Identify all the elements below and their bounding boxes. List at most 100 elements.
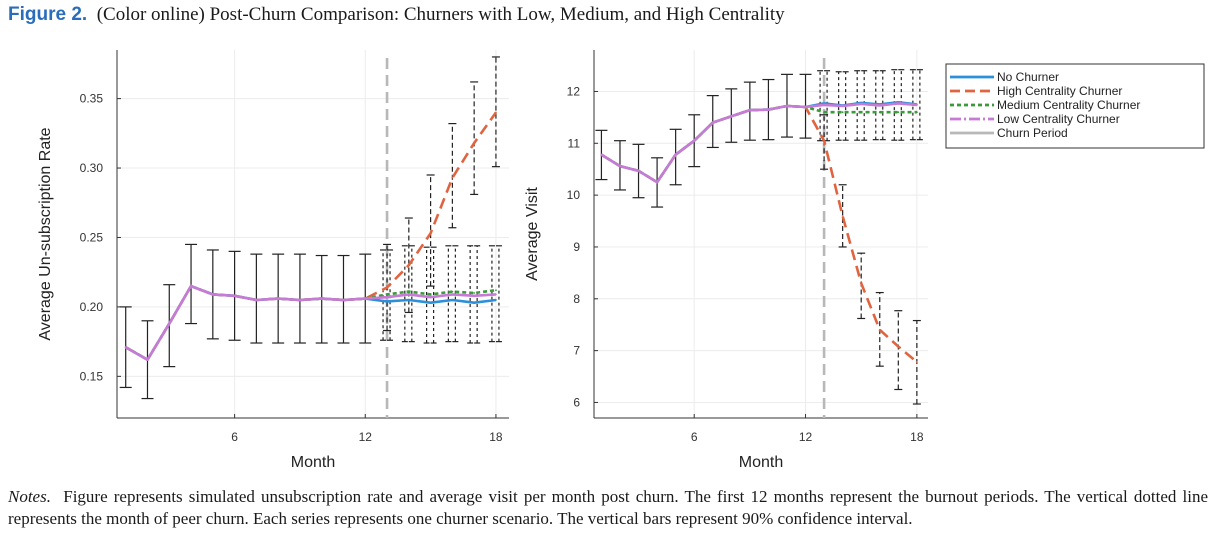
rate-data-point-low-centrality-churner (168, 322, 171, 325)
rate-data-point-no-churner (386, 300, 388, 303)
visit-data-point-low-centrality-churner (767, 108, 770, 111)
rate-y-tick-label: 0.20 (80, 300, 104, 314)
figure-charts: 6 12 18 0.15 0.20 0.25 0.30 0.35 Month Average Un… (37, 50, 1205, 471)
visit-series-line-high-centrality-churner (600, 104, 918, 363)
rate-data-point-low-centrality-churner (407, 293, 410, 296)
visit-data-point-medium-centrality-churner (860, 111, 863, 114)
visit-y-tick-label: 6 (573, 395, 580, 409)
visit-data-point-low-centrality-churner (878, 104, 881, 107)
figure-notes: Notes. Figure represents simulated unsub… (8, 486, 1208, 530)
rate-data-point-low-centrality-churner (364, 297, 367, 300)
visit-data-point-low-centrality-churner (804, 106, 807, 108)
rate-data-point-low-centrality-churner (190, 285, 192, 287)
rate-x-tick-label: 18 (489, 430, 503, 444)
visit-y-tick-label: 9 (573, 240, 580, 254)
figure-caption: (Color online) Post-Churn Comparison: Ch… (96, 4, 785, 25)
rate-data-point-high-centrality-churner (495, 111, 497, 114)
visit-series-line-medium-centrality-churner (600, 104, 917, 184)
visit-y-axis-title: Average Visit (524, 187, 541, 281)
visit-x-tick-label: 12 (799, 430, 813, 444)
rate-y-tick-label: 0.35 (80, 92, 104, 106)
rate-data-point-high-centrality-churner (386, 286, 388, 289)
rate-data-point-low-centrality-churner (451, 293, 454, 296)
visit-data-point-high-centrality-churner (841, 214, 844, 217)
legend-label: High Centrality Churner (997, 84, 1122, 98)
visit-data-point-low-centrality-churner (711, 121, 714, 124)
visit-data-point-low-centrality-churner (860, 103, 863, 105)
rate-data-point-no-churner (451, 299, 454, 301)
rate-data-point-high-centrality-churner (429, 232, 432, 235)
rate-data-point-low-centrality-churner (146, 358, 149, 361)
visit-data-point-low-centrality-churner (693, 139, 696, 142)
visit-y-tick-label: 10 (567, 188, 581, 202)
visit-data-point-low-centrality-churner (674, 153, 677, 156)
legend-label: Churn Period (997, 126, 1068, 140)
visit-data-point-low-centrality-churner (656, 181, 658, 184)
rate-data-point-medium-centrality-churner (495, 289, 497, 292)
visit-x-tick-label: 18 (910, 430, 924, 444)
figure-title: Figure 2. (Color online) Post-Churn Comp… (8, 4, 785, 26)
visit-data-point-low-centrality-churner (823, 104, 825, 106)
visit-data-point-low-centrality-churner (915, 104, 918, 106)
visit-y-tick-label: 12 (567, 84, 581, 98)
rate-data-point-no-churner (429, 301, 432, 304)
rate-x-tick-label: 12 (359, 430, 373, 444)
visit-data-point-medium-centrality-churner (897, 111, 900, 114)
rate-data-point-low-centrality-churner (386, 296, 388, 299)
legend-label: Medium Centrality Churner (997, 98, 1140, 112)
legend-label: Low Centrality Churner (997, 112, 1120, 126)
rate-data-point-high-centrality-churner (407, 264, 410, 267)
rate-data-point-no-churner (473, 301, 476, 304)
rate-data-point-low-centrality-churner (495, 293, 497, 296)
visit-x-axis-title: Month (739, 454, 783, 471)
visit-data-point-low-centrality-churner (637, 169, 640, 172)
visit-data-point-high-centrality-churner (860, 282, 863, 285)
rate-y-tick-label: 0.15 (80, 369, 104, 383)
rate-data-point-low-centrality-churner (342, 299, 345, 301)
rate-y-tick-label: 0.25 (80, 230, 104, 244)
rate-data-point-no-churner (407, 299, 410, 301)
rate-data-point-low-centrality-churner (124, 346, 127, 349)
rate-data-point-low-centrality-churner (211, 293, 214, 296)
notes-text: Figure represents simulated unsubscripti… (8, 487, 1208, 528)
visit-data-point-low-centrality-churner (786, 105, 788, 107)
figure-label: Figure 2. (8, 4, 88, 25)
rate-data-point-high-centrality-churner (473, 142, 476, 144)
chart-average-visit: 6 12 18 6 7 8 9 10 11 12 Month Average Visit (524, 50, 928, 471)
rate-data-point-medium-centrality-churner (407, 290, 410, 293)
visit-data-point-medium-centrality-churner (841, 111, 844, 114)
visit-data-point-low-centrality-churner (841, 105, 844, 107)
visit-data-point-high-centrality-churner (897, 345, 900, 348)
rate-data-point-low-centrality-churner (473, 294, 476, 297)
chart-unsubscription-rate: 6 12 18 0.15 0.20 0.25 0.30 0.35 Month Average Un… (37, 50, 509, 471)
visit-data-point-medium-centrality-churner (823, 111, 825, 114)
visit-data-point-medium-centrality-churner (878, 111, 881, 114)
rate-x-tick-label: 6 (231, 430, 238, 444)
rate-data-point-low-centrality-churner (299, 299, 301, 301)
legend-label: No Churner (997, 70, 1059, 84)
rate-data-point-medium-centrality-churner (473, 292, 476, 294)
visit-series-line-no-churner (600, 101, 918, 184)
visit-series-line-low-centrality-churner (600, 102, 918, 184)
rate-y-axis-title: Average Un-subscription Rate (37, 127, 54, 340)
visit-data-point-low-centrality-churner (897, 102, 900, 105)
visit-y-tick-label: 11 (568, 136, 581, 150)
rate-series-line-low-centrality-churner (125, 284, 496, 362)
rate-x-axis-title: Month (291, 454, 335, 471)
visit-x-tick-label: 6 (691, 430, 698, 444)
visit-data-point-low-centrality-churner (730, 115, 733, 118)
visit-data-point-high-centrality-churner (878, 328, 881, 331)
visit-y-tick-label: 8 (573, 292, 580, 306)
visit-data-point-high-centrality-churner (823, 139, 825, 142)
rate-data-point-low-centrality-churner (429, 296, 432, 299)
rate-data-point-low-centrality-churner (255, 299, 258, 301)
rate-data-point-low-centrality-churner (277, 297, 280, 300)
rate-data-point-low-centrality-churner (233, 294, 236, 297)
rate-data-point-medium-centrality-churner (451, 290, 454, 293)
visit-y-tick-label: 7 (573, 344, 580, 358)
visit-data-point-low-centrality-churner (600, 153, 603, 156)
rate-data-point-no-churner (495, 299, 497, 301)
rate-series-line-high-centrality-churner (125, 111, 497, 362)
notes-label: Notes. (8, 487, 51, 506)
